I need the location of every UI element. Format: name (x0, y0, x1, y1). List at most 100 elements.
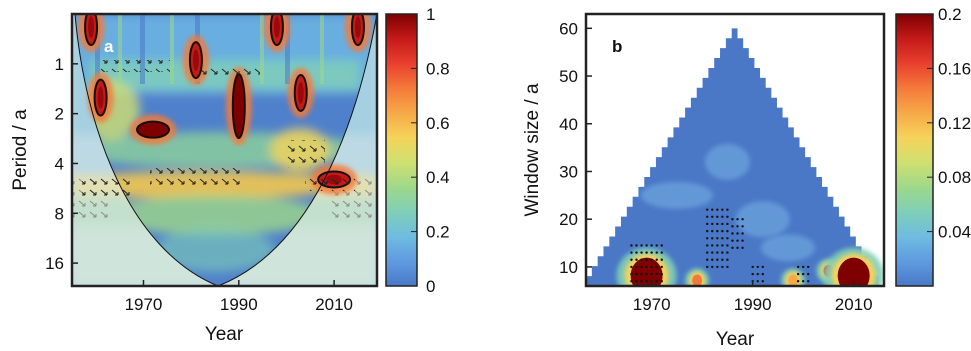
significance-dot (711, 215, 714, 219)
y-tick-label: 4 (55, 154, 64, 173)
panel-a-y-ticks: 1 2 4 8 16 (45, 55, 78, 273)
significance-dot (736, 232, 739, 235)
significance-dot (645, 265, 648, 269)
significance-dot (801, 272, 805, 276)
colorbar-tick-label: 0.08 (938, 168, 971, 187)
significance-dot (716, 237, 719, 240)
x-tick-label: 2010 (315, 295, 353, 314)
panel-a-plot-area (72, 14, 377, 286)
significance-dot (706, 222, 709, 226)
panel-b-letter: b (612, 37, 622, 56)
colorbar-tick-label: 0.04 (938, 223, 971, 242)
significance-dot (726, 215, 729, 219)
panel-a-letter: a (104, 37, 114, 56)
significance-dot (645, 280, 648, 283)
significance-dot (726, 208, 729, 211)
y-tick-label: 30 (559, 162, 578, 181)
significant-region (130, 114, 177, 145)
significance-dot (711, 258, 714, 261)
significance-dot (635, 258, 638, 261)
significance-dot (736, 246, 739, 250)
significance-dot (716, 244, 719, 247)
colorbar-tick-label: 1 (426, 5, 435, 24)
colorbar-tick-label: 0 (426, 277, 435, 296)
significance-dot (716, 229, 719, 233)
significant-region (225, 67, 252, 146)
significance-dot (741, 225, 744, 228)
colorbar-b (895, 13, 934, 287)
significance-dot (741, 246, 744, 250)
significance-dot (731, 246, 734, 250)
significance-dot (761, 272, 764, 276)
significance-dot (711, 229, 714, 233)
panel-b-y-ticks: 10 20 30 40 50 60 (559, 19, 592, 277)
significance-dot (721, 237, 724, 240)
significance-dot (660, 272, 663, 276)
y-tick-label: 50 (559, 67, 578, 86)
significant-region (287, 67, 314, 118)
significance-dot (630, 265, 633, 269)
panel-b-significance-dots (630, 208, 810, 283)
significance-dot (721, 229, 724, 233)
panel-a-phase-arrows (82, 60, 355, 200)
hotspot (685, 268, 710, 286)
significance-dot (726, 229, 729, 233)
significance-dot (721, 265, 724, 269)
significance-dot (736, 225, 739, 228)
significance-dot (711, 237, 714, 240)
panel-a-x-title: Year (205, 324, 244, 345)
significance-dot (706, 208, 709, 211)
significance-dot (751, 272, 754, 276)
significance-dot (640, 244, 643, 247)
significance-dot (706, 265, 709, 269)
significance-dot (650, 272, 653, 276)
significance-dot (716, 208, 719, 211)
significance-dot (711, 208, 714, 211)
significance-dot (796, 280, 800, 283)
colorbar-tick-label: 0.16 (938, 59, 971, 78)
significance-dot (635, 265, 638, 269)
significance-dot (655, 265, 658, 269)
significance-dot (716, 215, 719, 219)
significance-dot (716, 251, 719, 254)
y-tick-label: 20 (559, 210, 578, 229)
significance-dot (807, 265, 810, 269)
panel-b: b 10 20 30 40 50 60 1970 1990 2010 Year Window … (522, 5, 971, 350)
significance-dot (807, 272, 810, 276)
panel-a-x-ticks: 1970 1990 2010 (125, 280, 353, 314)
colorbar-a-ticks: 0 0.2 0.4 0.6 0.8 1 (411, 5, 450, 296)
significance-dot (726, 265, 729, 269)
panel-b-frame (584, 12, 886, 288)
significance-dot (741, 217, 744, 221)
significance-dot (761, 265, 764, 269)
significance-dot (726, 258, 729, 261)
significance-dot (650, 251, 653, 254)
hotspot (823, 247, 884, 286)
significance-dot (721, 208, 724, 211)
significance-dot (706, 258, 709, 261)
significance-dot (630, 280, 633, 283)
colorbar-tick-label: 0.4 (426, 168, 450, 187)
significance-dot (635, 251, 638, 254)
significance-dot (731, 239, 734, 242)
significance-dot (660, 251, 663, 254)
significance-dot (741, 232, 744, 235)
field-patch (640, 181, 713, 209)
significance-dot (711, 222, 714, 226)
y-tick-label: 60 (559, 19, 578, 38)
significance-dot (655, 251, 658, 254)
significance-dot (801, 265, 805, 269)
significance-dot (726, 222, 729, 226)
x-tick-label: 1990 (220, 295, 258, 314)
significance-dot (756, 272, 759, 276)
y-tick-label: 40 (559, 115, 578, 134)
colorbar-b-ticks: 0.04 0.08 0.12 0.16 0.2 (927, 5, 971, 242)
significance-dot (726, 244, 729, 247)
colorbar-a (385, 13, 418, 287)
significance-dot (630, 244, 633, 247)
significance-dot (716, 258, 719, 261)
field-patch (704, 143, 750, 180)
significance-dot (721, 244, 724, 247)
significance-dot (731, 232, 734, 235)
